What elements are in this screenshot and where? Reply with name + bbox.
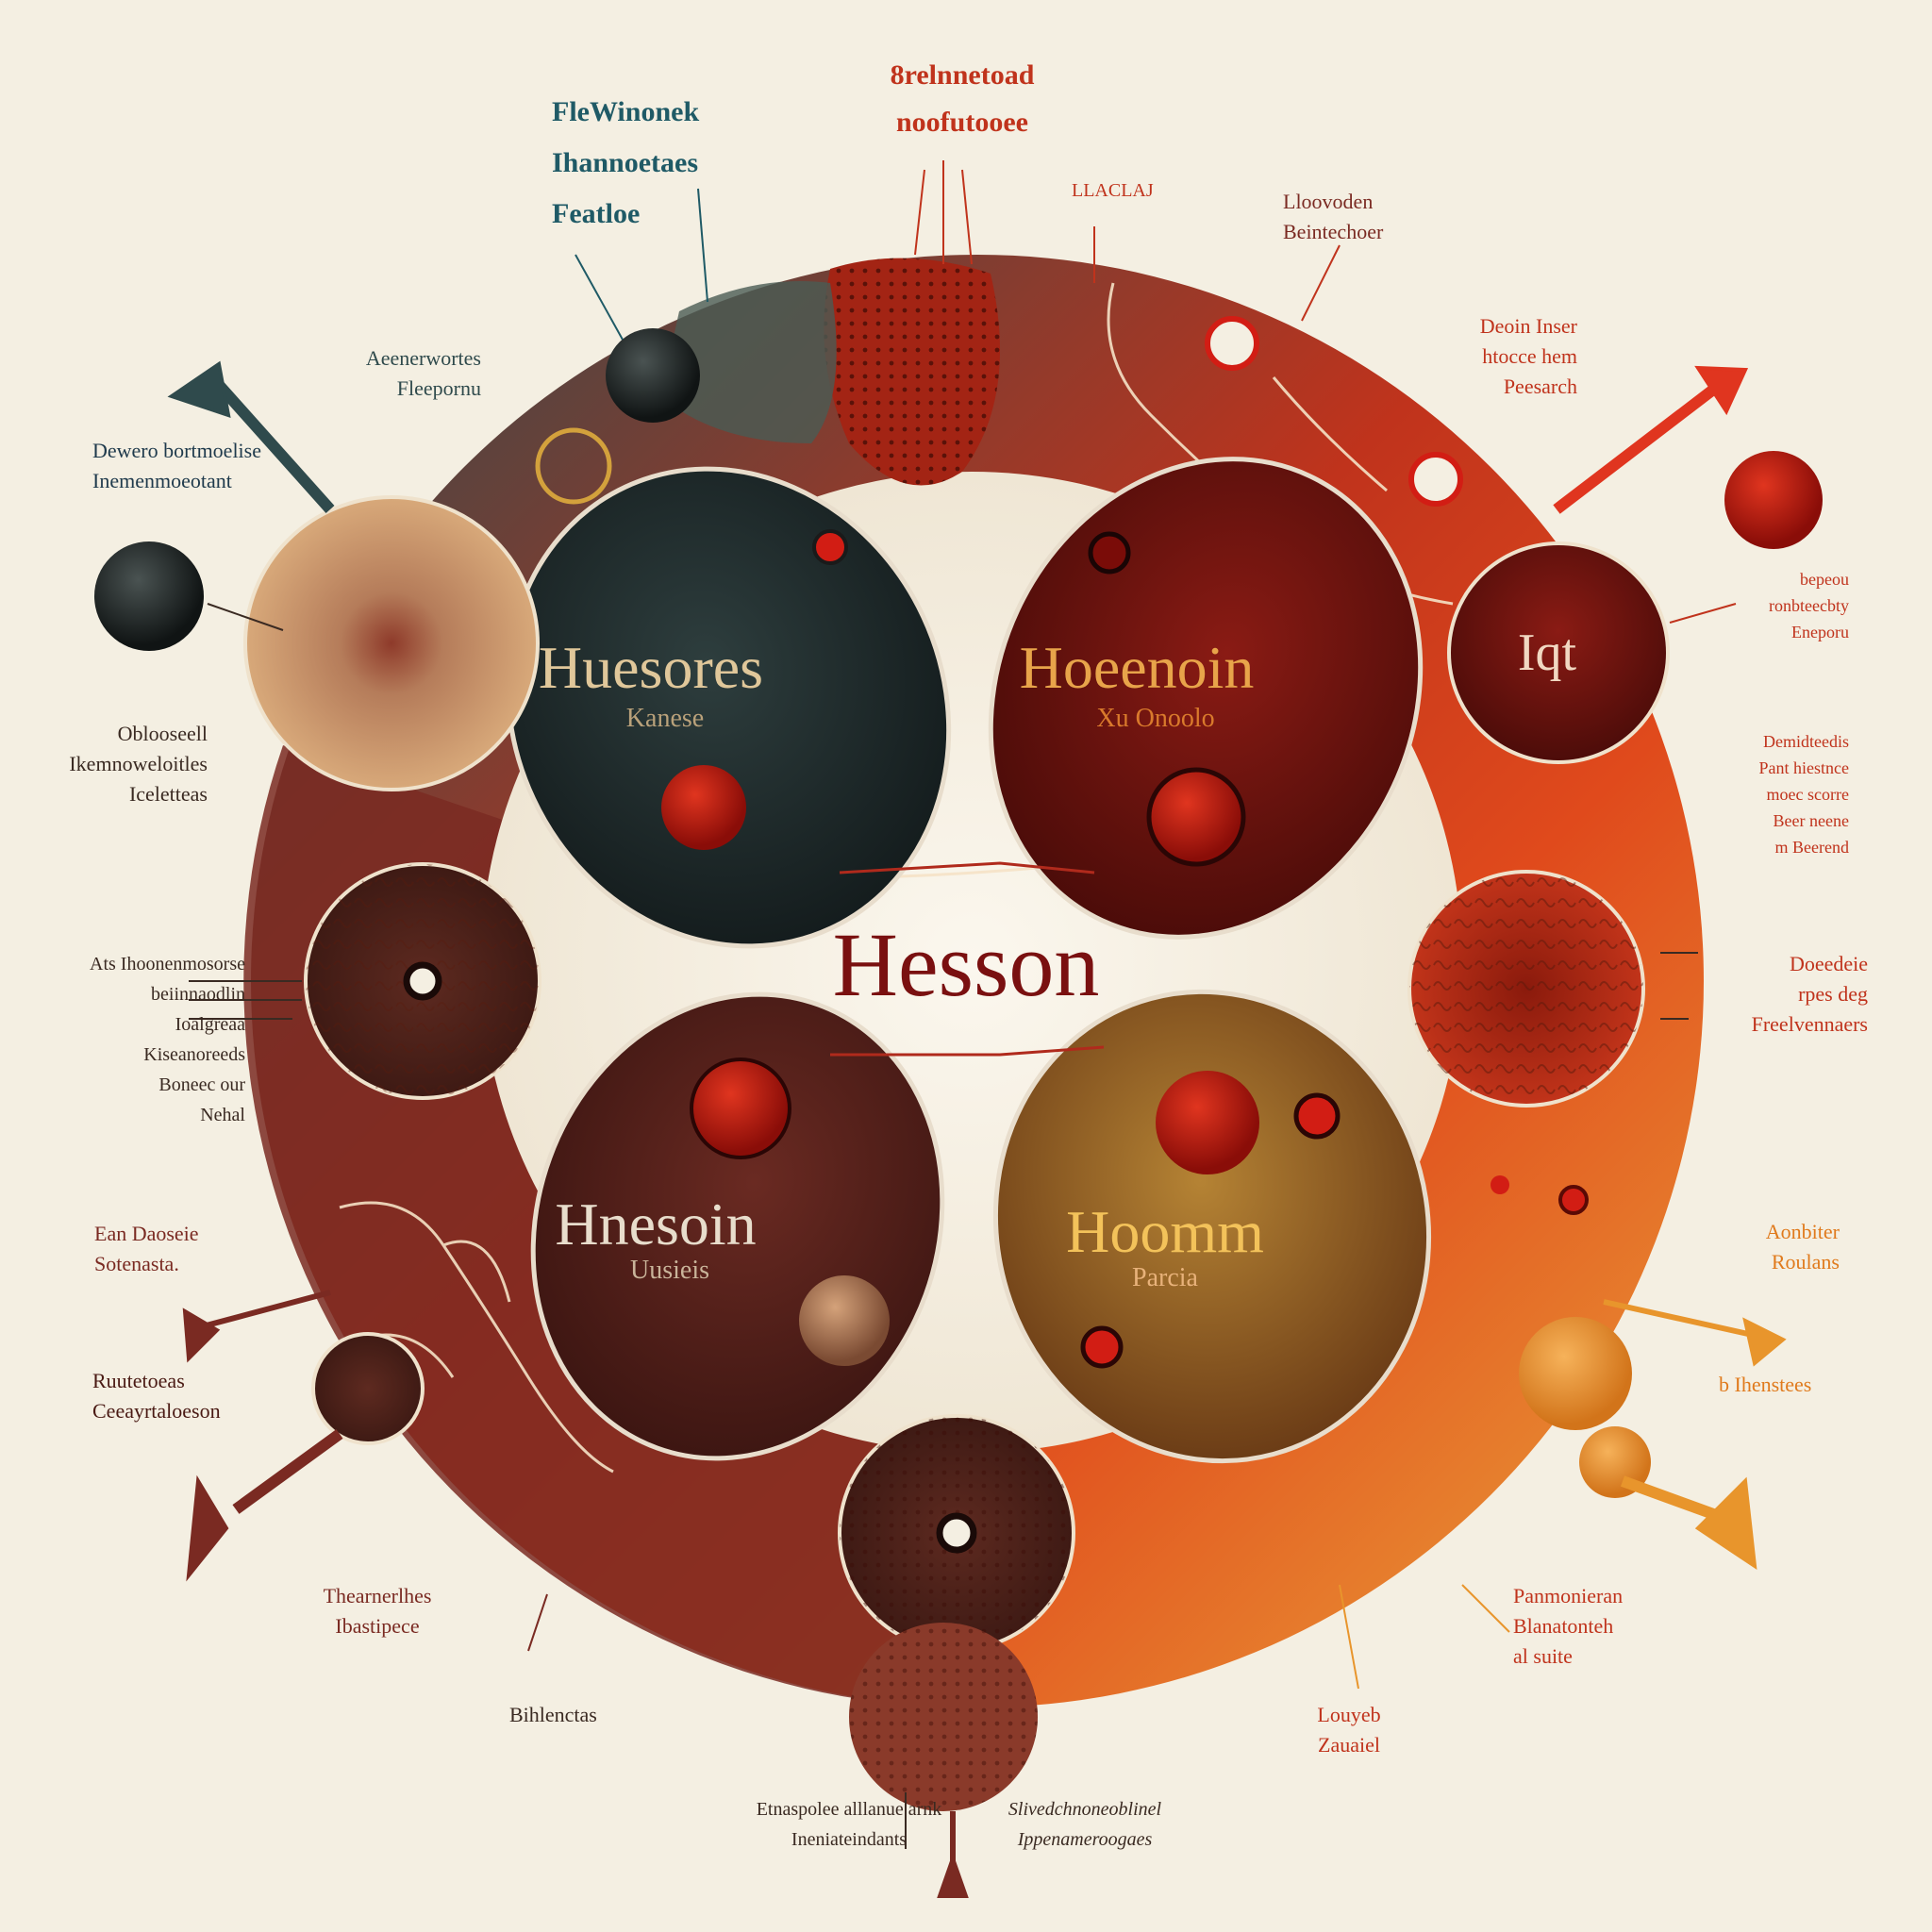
title-accent-lines: [830, 861, 1105, 1057]
label-bottom-left-1: Thearnerlhes Ibastipece: [323, 1584, 432, 1638]
label-left-3: Oblooseell Ikemnoweloitles Iceletteas: [69, 722, 208, 806]
label-top-small: LLACLAJ: [1072, 180, 1154, 201]
label-bottom-center-1: Etnaspolee alllanue arnk Ineniateindants: [756, 1799, 942, 1850]
label-left-4: Ats Ihoonenmosorse beiinnaodlin Ioalgreaa K…: [90, 954, 245, 1125]
label-right-3: Doeedeie rpes deg Freelvennaers: [1751, 952, 1868, 1036]
oval-subtitle-top-right: Xu Onoolo: [1096, 704, 1215, 733]
oval-top-right: [988, 457, 1424, 940]
satellite-cells: [243, 495, 1670, 1811]
oval-subtitle-bottom-left: Uusieis: [630, 1256, 709, 1285]
label-right-2: Demidteedis Pant hiestnce moec scorre Beer …: [1758, 732, 1849, 857]
label-bottom-right-1: Panmonieran Blanatonteh al suite: [1513, 1584, 1624, 1668]
small-circle-text: Iqt: [1517, 624, 1577, 682]
label-right-5: b Ihenstees: [1719, 1373, 1812, 1396]
arrows: [167, 360, 1787, 1898]
label-left-5: Ean Daoseie Sotenasta.: [94, 1222, 199, 1275]
center-title: Hesson: [832, 914, 1100, 1015]
textured-patch-top-dots: [824, 258, 1000, 486]
label-left-1: Aeenerwortes Fleepornu: [365, 346, 481, 400]
label-left-6: Ruutetoeas Ceeayrtaloeson: [92, 1369, 221, 1423]
oval-title-bottom-right: Hoomm: [1066, 1198, 1264, 1265]
label-bottom-center-2: Slivedchnoneoblinel Ippenameroogaes: [1008, 1799, 1162, 1850]
oval-title-top-left: Huesores: [538, 634, 764, 701]
oval-top-left: [505, 466, 952, 949]
label-right-1: bepeou ronbteecbty Eneporu: [1769, 570, 1849, 641]
oval-subtitle-top-left: Kanese: [625, 704, 705, 733]
oval-title-bottom-left: Hnesoin: [555, 1191, 757, 1257]
label-right-4: Aonbiter Roulans: [1765, 1220, 1840, 1274]
oval-subtitle-bottom-right: Parcia: [1132, 1263, 1198, 1292]
label-top-right-1: Lloovoden Beintechoer: [1283, 190, 1384, 243]
textured-patch-teal: [660, 281, 837, 443]
label-top-right-2: Deoin Inser htocce hem Peesarch: [1479, 314, 1577, 398]
label-bottom-right-2: Louyeb Zauaiel: [1317, 1703, 1381, 1757]
label-bottom-left-2: Bihlenctas: [509, 1703, 597, 1726]
label-top-left-teal: FleWinonek Ihannoetaes Featloe: [552, 96, 700, 229]
oval-nuclei: [661, 529, 1341, 1369]
label-top-center: 8relnnetoad noofutooee: [890, 59, 1035, 138]
leader-lines: [189, 160, 1737, 1849]
oval-title-top-right: Hoeenoin: [1019, 634, 1255, 701]
small-balls: [94, 316, 1823, 1498]
label-left-2: Dewero bortmoelise Inemenmoeotant: [92, 439, 261, 492]
